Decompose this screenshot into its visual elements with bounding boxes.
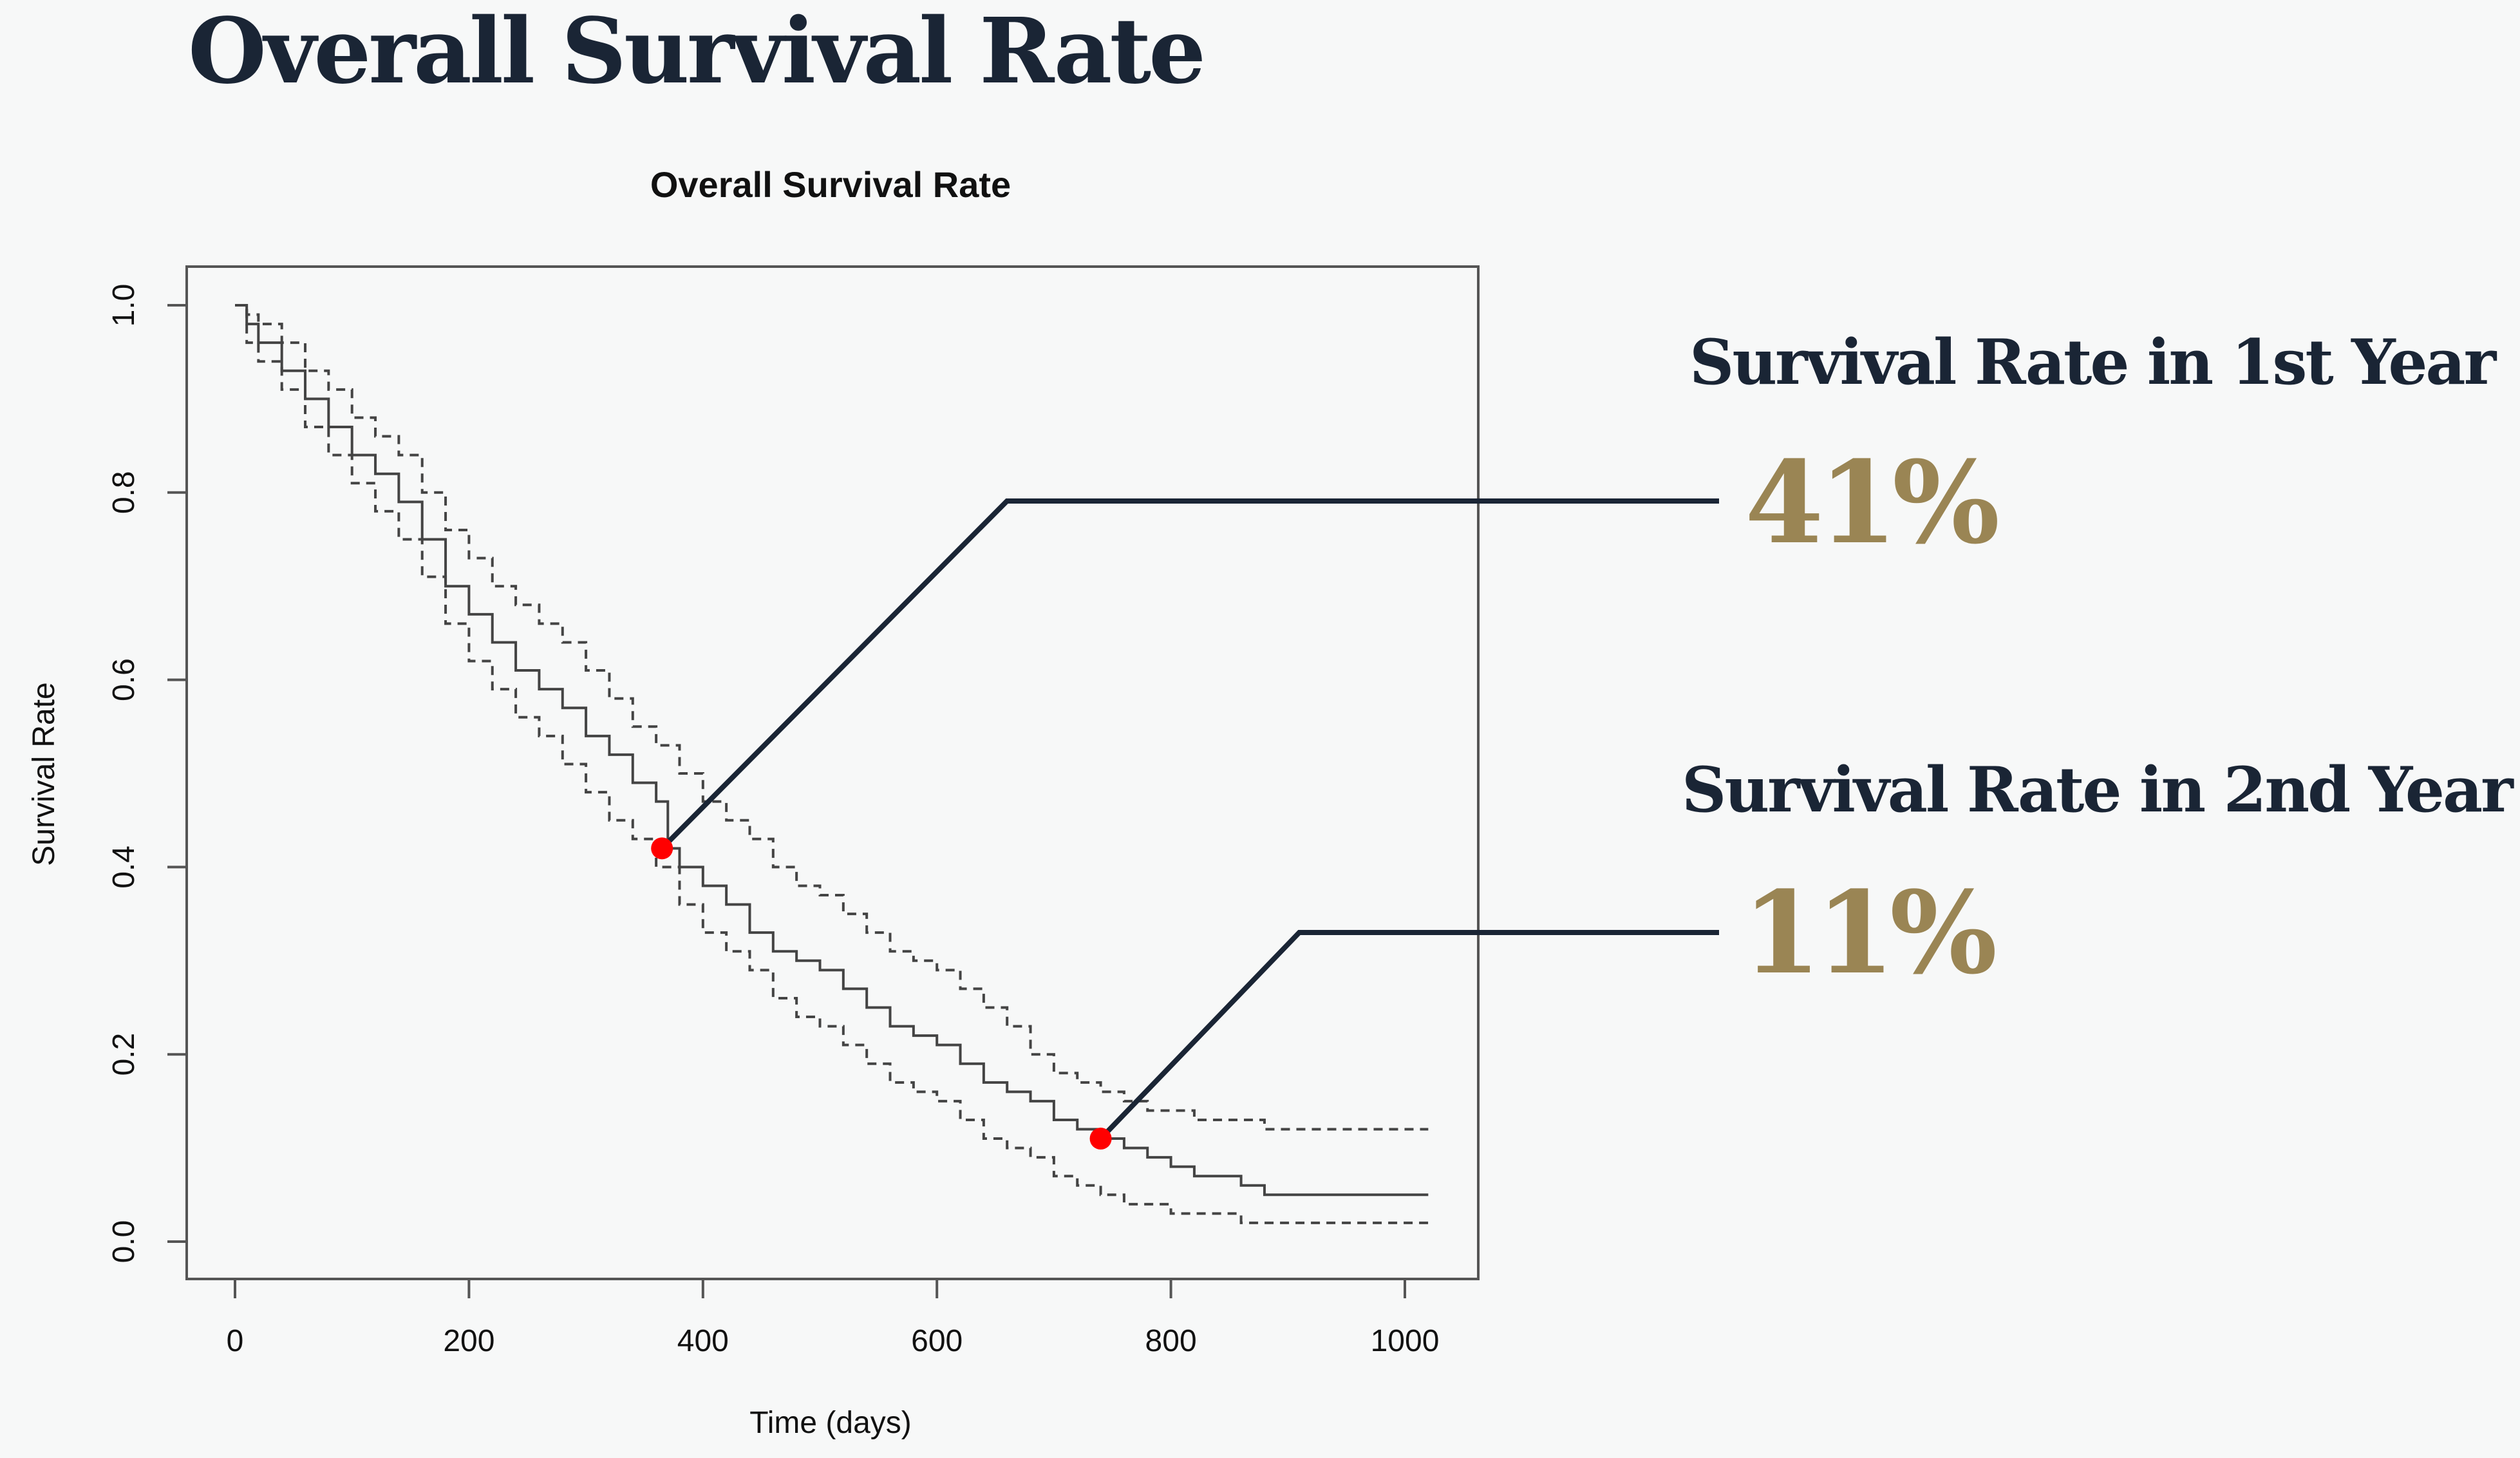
y-tick-label: 0.4: [107, 846, 141, 889]
x-tick-label: 800: [1145, 1324, 1197, 1358]
page-title: Overall Survival Rate: [188, 0, 1206, 104]
callout-leader-line: [660, 498, 1719, 851]
y-axis: 0.0 0.2 0.4 0.6 0.8 1.0: [107, 284, 188, 1264]
y-tick-label: 0.8: [107, 471, 141, 514]
x-axis: 0 200 400 600 800 1000: [227, 1278, 1440, 1358]
x-tick-label: 1000: [1371, 1324, 1440, 1358]
leader-lines: [660, 498, 1719, 1141]
callout-leader-line: [1098, 930, 1719, 1141]
x-tick-label: 200: [443, 1324, 494, 1358]
y-tick-label: 1.0: [107, 284, 141, 327]
y-tick-label: 0.0: [107, 1220, 141, 1264]
y-axis-label: Survival Rate: [27, 682, 61, 866]
x-tick-label: 0: [227, 1324, 244, 1358]
x-tick-label: 400: [677, 1324, 729, 1358]
y-tick-label: 0.2: [107, 1033, 141, 1076]
x-tick-label: 600: [911, 1324, 963, 1358]
callout-1st-year-value: 41%: [1745, 436, 2000, 569]
callout-1st-year-label: Survival Rate in 1st Year: [1689, 326, 2496, 399]
survival-curve-line: [235, 304, 1429, 1197]
markers-layer: [651, 837, 1112, 1150]
survival-point-marker: [1089, 1128, 1112, 1150]
confidence-band-line: [235, 304, 1429, 1224]
survival-point-marker: [651, 837, 673, 860]
plot-frame: [185, 265, 1480, 1280]
callout-2nd-year-label: Survival Rate in 2nd Year: [1682, 753, 2514, 826]
x-axis-label: Time (days): [749, 1406, 912, 1440]
y-tick-label: 0.6: [107, 658, 141, 701]
series-layer: [235, 304, 1429, 1224]
confidence-band-line: [235, 304, 1429, 1131]
chart-title: Overall Survival Rate: [650, 164, 1011, 205]
callout-2nd-year-value: 11%: [1742, 866, 1997, 999]
